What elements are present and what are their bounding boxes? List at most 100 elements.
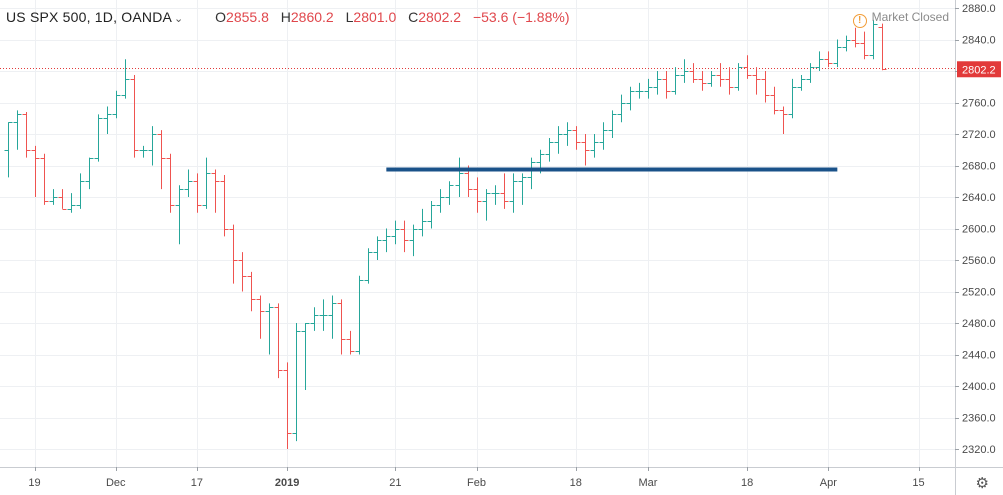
ohlc-bar xyxy=(31,145,40,197)
ohlc-bar xyxy=(148,126,157,166)
ohlc-bar xyxy=(49,189,58,205)
ohlc-bar xyxy=(572,126,581,150)
time-tick-label: 21 xyxy=(389,477,401,489)
ohlc-bar xyxy=(635,82,644,99)
ohlc-bar xyxy=(409,224,418,257)
ohlc-bar xyxy=(869,19,878,60)
ohlc-bar xyxy=(157,130,166,190)
ohlc-bar xyxy=(382,228,391,253)
ohlc-bar xyxy=(319,299,328,331)
ohlc-bar xyxy=(229,224,238,284)
ohlc-bar xyxy=(337,299,346,355)
ohlc-bar xyxy=(391,220,400,245)
ohlc-bar xyxy=(247,271,256,312)
ohlc-bar xyxy=(842,35,851,52)
ohlc-bar xyxy=(310,307,319,331)
ohlc-bar xyxy=(707,71,716,87)
ohlc-bar xyxy=(824,51,833,68)
chevron-down-icon[interactable]: ⌄ xyxy=(174,13,184,25)
ohlc-bar xyxy=(193,173,202,213)
ohlc-bar xyxy=(626,86,635,111)
ohlc-bar xyxy=(644,78,653,99)
ohlc-bars xyxy=(4,19,887,449)
ohlc-bar xyxy=(689,63,698,83)
ohlc-bar xyxy=(67,193,76,213)
ohlc-bar xyxy=(698,71,707,91)
ohlc-bar xyxy=(184,169,193,197)
ohlc-bar xyxy=(202,157,211,209)
time-tick-label: Feb xyxy=(467,477,486,489)
chart-legend-header: US SPX 500, 1D, OANDA ⌄ O2855.8 H2860.2 L… xyxy=(6,9,577,25)
ohlc-bar xyxy=(85,157,94,190)
ohlc-bar xyxy=(806,63,815,83)
open-value: 2855.8 xyxy=(226,9,269,25)
time-tick-label: 18 xyxy=(741,477,753,489)
ohlc-bar xyxy=(752,67,761,95)
ohlc-bar xyxy=(788,78,797,119)
price-axis[interactable]: 2880.02840.02800.02760.02720.02680.02640… xyxy=(955,3,1001,456)
time-tick-label: 19 xyxy=(28,477,40,489)
ohlc-bar xyxy=(373,236,382,260)
close-value: 2802.2 xyxy=(418,9,462,25)
market-status: ! Market Closed xyxy=(852,10,949,28)
market-status-text: Market Closed xyxy=(871,10,949,24)
close-label: C xyxy=(408,9,419,25)
ohlc-bar xyxy=(121,59,130,99)
ohlc-bar xyxy=(76,173,85,209)
ohlc-bar xyxy=(103,106,112,134)
open-label: O xyxy=(215,9,227,25)
ohlc-bar xyxy=(58,189,67,210)
warning-icon: ! xyxy=(852,14,867,28)
ohlc-bar xyxy=(139,145,148,158)
ohlc-bar xyxy=(346,330,355,355)
time-tick-label: Mar xyxy=(638,477,657,489)
ohlc-bar xyxy=(283,362,292,449)
ohlc-bar xyxy=(265,303,274,355)
ohlc-bar xyxy=(851,27,860,48)
ohlc-bar xyxy=(418,208,427,237)
ohlc-bar xyxy=(581,134,590,166)
ohlc-bar xyxy=(13,110,22,150)
price-tick-label: 2600.0 xyxy=(962,224,996,236)
gear-icon[interactable]: ⚙ xyxy=(975,475,989,492)
high-label: H xyxy=(280,9,291,25)
ohlc-bar xyxy=(4,122,13,178)
price-tick-label: 2400.0 xyxy=(962,381,996,393)
ohlc-bar xyxy=(545,137,554,162)
chart-grid xyxy=(0,0,955,467)
time-axis[interactable]: 19 Dec 17 2019 21 Feb 18 Mar 18 Apr 15 xyxy=(28,467,925,489)
ohlc-bar xyxy=(256,295,265,339)
ohlc-bar xyxy=(112,90,121,119)
ohlc-bar xyxy=(473,177,482,213)
low-label: L xyxy=(345,9,354,25)
ohlc-bar xyxy=(482,189,491,221)
time-tick-label: Apr xyxy=(820,477,837,489)
ohlc-bar xyxy=(716,63,725,87)
ohlc-bar xyxy=(220,174,229,237)
ohlc-values: O2855.8 H2860.2 L2801.0 C2802.2 −53.6 (−… xyxy=(215,9,577,25)
price-tick-label: 2760.0 xyxy=(962,98,996,110)
last-price-badge-label: 2802.2 xyxy=(962,64,996,76)
ohlc-bar xyxy=(301,323,310,390)
ohlc-bar xyxy=(671,67,680,95)
ohlc-bar xyxy=(130,74,139,158)
last-price-badge xyxy=(957,61,1001,78)
ohlc-bar xyxy=(590,134,599,158)
ohlc-bar xyxy=(734,63,743,91)
symbol-title[interactable]: US SPX 500, 1D, OANDA xyxy=(6,9,173,25)
ohlc-bar xyxy=(364,248,373,284)
price-tick-label: 2520.0 xyxy=(962,287,996,299)
price-tick-label: 2480.0 xyxy=(962,318,996,330)
ohlc-bar xyxy=(617,94,626,123)
ohlc-bar xyxy=(455,157,464,197)
price-tick-label: 2640.0 xyxy=(962,192,996,204)
ohlc-bar xyxy=(509,173,518,213)
ohlc-bar xyxy=(40,153,49,205)
ohlc-bar xyxy=(725,67,734,95)
ohlc-bar xyxy=(166,153,175,213)
ohlc-bar xyxy=(175,185,184,245)
change-value: −53.6 (−1.88%) xyxy=(472,9,570,25)
high-value: 2860.2 xyxy=(290,9,334,25)
ohlc-bar xyxy=(770,86,779,115)
